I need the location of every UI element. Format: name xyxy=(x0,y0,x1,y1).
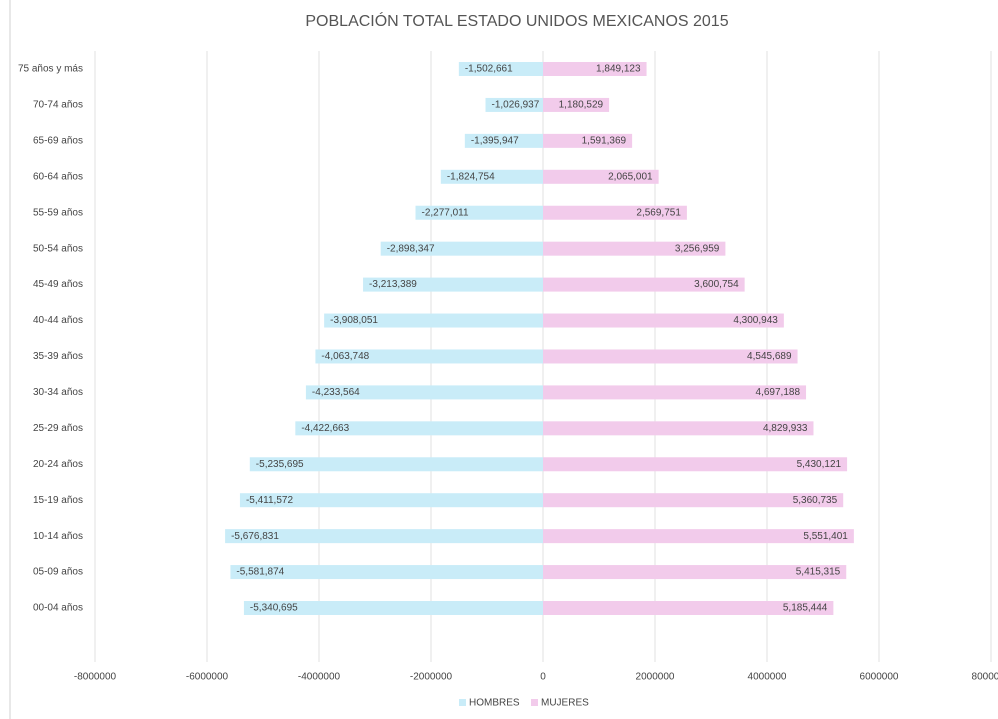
bar xyxy=(485,97,543,112)
data-label: -4,063,748 xyxy=(321,351,369,362)
y-tick-label: 75 años y más xyxy=(18,64,83,75)
bar xyxy=(543,601,834,615)
x-tick-label: 4000000 xyxy=(748,672,787,683)
bar xyxy=(415,205,543,220)
bar xyxy=(239,493,543,508)
data-label: -2,277,011 xyxy=(421,207,469,218)
y-tick-label: 40-44 años xyxy=(33,315,83,326)
bar xyxy=(464,133,543,148)
y-tick-label: 20-24 años xyxy=(33,459,83,470)
data-label: -2,898,347 xyxy=(387,243,435,254)
data-label: 5,185,444 xyxy=(783,603,828,614)
data-label: 5,415,315 xyxy=(796,567,841,578)
x-tick-label: -8000000 xyxy=(74,672,117,683)
y-tick-label: 55-59 años xyxy=(33,207,83,218)
y-tick-label: 35-39 años xyxy=(33,351,83,362)
bar xyxy=(543,97,610,112)
data-label: -1,395,947 xyxy=(471,136,519,147)
bar xyxy=(543,565,847,580)
bar xyxy=(543,529,854,544)
x-tick-label: 0 xyxy=(540,672,546,683)
y-tick-label: 05-09 años xyxy=(33,567,83,578)
data-label: 3,256,959 xyxy=(675,243,720,254)
bar xyxy=(315,349,543,364)
bar xyxy=(225,529,543,544)
data-label: -5,235,695 xyxy=(256,459,304,470)
bar xyxy=(543,169,659,184)
bar xyxy=(324,313,543,328)
data-label: -1,502,661 xyxy=(465,64,513,75)
bar xyxy=(543,277,745,292)
data-label: 4,829,933 xyxy=(763,423,808,434)
bar xyxy=(543,133,633,148)
x-tick-label: -2000000 xyxy=(410,672,453,683)
y-tick-label: 65-69 años xyxy=(33,136,83,147)
legend-label: MUJERES xyxy=(541,698,589,709)
data-label: 1,180,529 xyxy=(559,100,604,111)
bar xyxy=(243,601,543,615)
y-tick-label: 70-74 años xyxy=(33,100,83,111)
data-label: -5,676,831 xyxy=(231,531,279,542)
bar xyxy=(543,62,647,76)
y-tick-label: 50-54 años xyxy=(33,243,83,254)
bar xyxy=(543,205,687,220)
data-label: 1,849,123 xyxy=(596,64,641,75)
data-label: 4,545,689 xyxy=(747,351,792,362)
data-label: 2,569,751 xyxy=(636,207,681,218)
data-label: 4,697,188 xyxy=(756,387,801,398)
data-label: -1,026,937 xyxy=(491,100,539,111)
x-tick-label: -6000000 xyxy=(186,672,229,683)
data-label: -5,340,695 xyxy=(250,603,298,614)
data-label: 3,600,754 xyxy=(694,279,739,290)
y-tick-label: 60-64 años xyxy=(33,171,83,182)
data-label: -3,213,389 xyxy=(369,279,417,290)
x-tick-label: 2000000 xyxy=(636,672,675,683)
bar xyxy=(543,349,798,364)
x-tick-label: 8000000 xyxy=(972,672,998,683)
data-label: 5,551,401 xyxy=(803,531,848,542)
bar xyxy=(543,421,814,436)
y-tick-label: 10-14 años xyxy=(33,531,83,542)
data-label: -4,422,663 xyxy=(301,423,349,434)
bar xyxy=(295,421,543,436)
data-label: 1,591,369 xyxy=(582,136,627,147)
data-label: 5,430,121 xyxy=(797,459,842,470)
legend-swatch xyxy=(531,699,538,706)
bar xyxy=(440,169,543,184)
data-label: -1,824,754 xyxy=(447,171,495,182)
data-label: -3,908,051 xyxy=(330,315,378,326)
bar xyxy=(305,385,543,400)
y-tick-label: 00-04 años xyxy=(33,603,83,614)
bar xyxy=(543,493,844,508)
data-label: 2,065,001 xyxy=(608,171,653,182)
bar xyxy=(363,277,543,292)
legend-label: HOMBRES xyxy=(469,698,520,709)
data-label: 4,300,943 xyxy=(733,315,778,326)
bar xyxy=(458,62,543,76)
x-tick-label: 6000000 xyxy=(860,672,899,683)
bar xyxy=(249,457,543,472)
y-tick-label: 30-34 años xyxy=(33,387,83,398)
legend-swatch xyxy=(459,699,466,706)
data-label: -4,233,564 xyxy=(312,387,360,398)
bar xyxy=(230,565,544,580)
data-label: -5,411,572 xyxy=(246,495,294,506)
data-label: -5,581,874 xyxy=(236,567,284,578)
x-tick-label: -4000000 xyxy=(298,672,341,683)
data-label: 5,360,735 xyxy=(793,495,838,506)
y-tick-label: 45-49 años xyxy=(33,279,83,290)
y-tick-label: 25-29 años xyxy=(33,423,83,434)
bar xyxy=(543,313,784,328)
chart-title: POBLACIÓN TOTAL ESTADO UNIDOS MEXICANOS … xyxy=(305,11,728,30)
bar xyxy=(543,241,726,256)
bar xyxy=(543,457,848,472)
bar xyxy=(380,241,543,256)
y-tick-label: 15-19 años xyxy=(33,495,83,506)
bar xyxy=(543,385,807,400)
